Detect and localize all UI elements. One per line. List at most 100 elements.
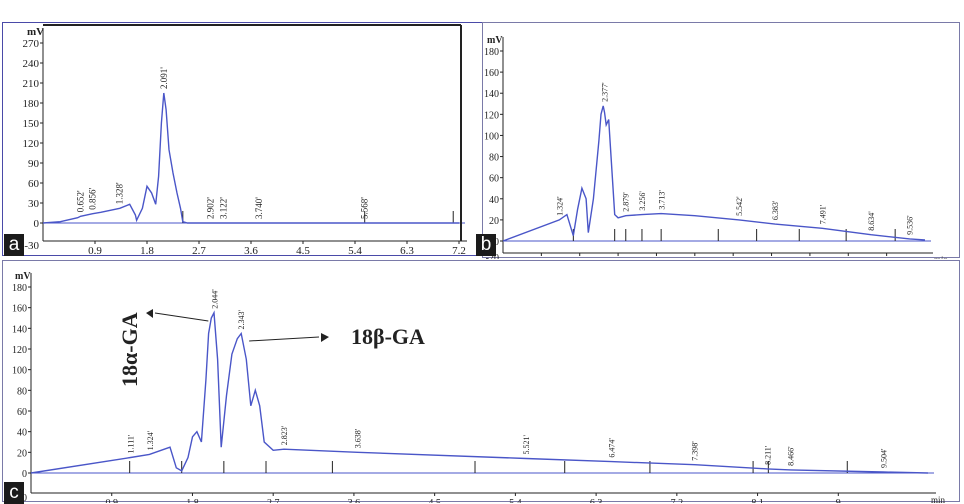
x-tick-label: 0.9 xyxy=(88,245,102,257)
chromatogram-panel-b: mV 0 20 40 60 80 100 120 140 160 180 -20 0.9 1.8 2.7 3.… xyxy=(482,22,960,259)
x-tick-label: 5.4 xyxy=(727,258,740,259)
peak-retention-label: 0.856' xyxy=(88,187,98,209)
peak-retention-label: 3.638' xyxy=(353,428,362,448)
y-axis-title: mV xyxy=(15,271,31,282)
x-tick-label: 0.9 xyxy=(535,258,548,259)
y-tick-label-bottom: -20 xyxy=(486,253,499,259)
x-tick-label: 9 xyxy=(884,258,889,259)
x-tick-label: 2,7 xyxy=(267,498,280,503)
chromatogram-a-svg: mV 0 30 60 90 120 150 180 210 240 270 -30 0.9 1.8 2.7 3… xyxy=(23,24,467,257)
peak-retention-label: 2.091' xyxy=(159,67,169,89)
x-tick-label: 4.5 xyxy=(296,245,310,257)
peak-retention-label: 1.324' xyxy=(555,196,564,216)
y-tick-label-bottom: -30 xyxy=(24,240,39,252)
peak-retention-label: 6.383' xyxy=(771,200,780,220)
peak-retention-label: 1.328' xyxy=(115,182,125,204)
peak-retention-label: 5.521' xyxy=(522,435,531,455)
x-tick-label: 1.8 xyxy=(573,258,586,259)
peak-retention-label: 6.474' xyxy=(608,438,617,458)
peak-retention-label: 8.466' xyxy=(786,446,795,466)
peak-retention-label: 2.377' xyxy=(600,82,609,102)
y-tick-label: 180 xyxy=(12,283,27,294)
y-tick-label: 0 xyxy=(22,469,27,480)
y-tick-label: 80 xyxy=(489,153,499,164)
peak-retention-label: 9.504' xyxy=(880,448,889,468)
y-tick-label: 60 xyxy=(489,174,499,185)
y-tick-label: 180 xyxy=(23,98,40,110)
chromatogram-trace xyxy=(42,92,459,224)
annotation-18alpha-ga: 18α-GA xyxy=(117,312,142,387)
y-tick-label: 40 xyxy=(17,428,27,439)
peak-retention-label: 3.122' xyxy=(218,197,228,219)
peak-retention-label: 3.740' xyxy=(254,197,264,219)
peak-retention-label: 1.111' xyxy=(127,434,136,453)
x-tick-label: 3.6 xyxy=(650,258,663,259)
y-tick-label: 40 xyxy=(489,195,499,206)
x-tick-label: 2.7 xyxy=(192,245,206,257)
panel-label-a: a xyxy=(4,234,24,256)
arrow-18beta-head xyxy=(321,333,329,342)
y-tick-label: 60 xyxy=(28,178,40,190)
x-tick-label: 1.8 xyxy=(140,245,154,257)
x-tick-label: 6.3 xyxy=(765,258,778,259)
y-tick-label: 0 xyxy=(494,237,499,248)
peak-retention-label: 8.634' xyxy=(867,211,876,231)
y-tick-label: 180 xyxy=(484,47,499,58)
y-tick-label: 120 xyxy=(23,138,40,150)
y-tick-label: 0 xyxy=(34,218,40,230)
y-tick-label: 150 xyxy=(23,118,40,130)
y-tick-label: 240 xyxy=(23,58,40,70)
panel-label-b: b xyxy=(476,234,496,256)
peak-retention-label: 3.256' xyxy=(638,191,647,211)
x-tick-label: 9 xyxy=(836,498,841,503)
y-tick-label: 30 xyxy=(28,198,40,210)
y-axis-title: mV xyxy=(27,26,44,38)
x-tick-label: 4,5 xyxy=(428,498,441,503)
chromatogram-trace xyxy=(30,310,929,474)
x-tick-label: 1,8 xyxy=(186,498,199,503)
y-tick-label: 20 xyxy=(17,448,27,459)
x-tick-label: 7,2 xyxy=(671,498,684,503)
chromatogram-b-svg: mV 0 20 40 60 80 100 120 140 160 180 -20 0.9 1.8 2.7 3.… xyxy=(484,35,949,259)
chromatogram-panel-a: mV 0 30 60 90 120 150 180 210 240 270 -30 0.9 1.8 2.7 3… xyxy=(2,22,486,257)
y-tick-label: 270 xyxy=(23,38,40,50)
y-axis-title: mV xyxy=(487,35,503,46)
x-tick-label: 3.6 xyxy=(244,245,258,257)
x-tick-label: 0,9 xyxy=(105,498,118,503)
peak-retention-label: 1.324' xyxy=(146,430,155,450)
y-tick-label: 90 xyxy=(28,158,40,170)
peak-retention-label: 8.211' xyxy=(764,445,773,465)
peak-retention-label: 2.343' xyxy=(237,310,246,330)
arrow-18alpha xyxy=(154,312,209,322)
chromatogram-trace xyxy=(502,105,926,242)
arrow-18alpha-head xyxy=(146,309,153,318)
y-tick-label: 60 xyxy=(17,407,27,418)
peak-retention-label: 5.568' xyxy=(360,197,370,219)
annotation-18beta-ga: 18β-GA xyxy=(351,324,425,349)
peak-retention-label: 2.823' xyxy=(280,425,289,445)
peak-retention-label: 2.902' xyxy=(206,197,216,219)
peak-retention-label: 5.542' xyxy=(735,196,744,216)
peak-retention-label: 7.398' xyxy=(691,441,700,461)
x-tick-label: 3,6 xyxy=(348,498,361,503)
x-tick-label: 7.2 xyxy=(804,258,817,259)
x-tick-label: 5,4 xyxy=(509,498,522,503)
y-tick-label: 100 xyxy=(12,366,27,377)
panel-label-c: c xyxy=(4,482,24,504)
y-tick-label: 210 xyxy=(23,78,40,90)
x-tick-label: 6,3 xyxy=(590,498,603,503)
x-tick-label: 6.3 xyxy=(400,245,414,257)
peak-retention-label: 3.713' xyxy=(657,190,666,210)
y-tick-label: 120 xyxy=(12,345,27,356)
x-tick-label: 8.1 xyxy=(842,258,855,259)
x-axis-title: min xyxy=(931,495,946,503)
peak-retention-label: 2.879' xyxy=(622,192,631,212)
peak-retention-label: 2.044' xyxy=(210,289,219,309)
chromatogram-panel-c: mV020406080100120140160180-200,91,82,73,… xyxy=(2,260,960,503)
y-tick-label: 140 xyxy=(484,89,499,100)
peak-retention-label: 7.491' xyxy=(818,204,827,224)
arrow-18beta xyxy=(249,336,320,342)
x-axis-title: min xyxy=(934,255,949,259)
x-tick-label: 7.2 xyxy=(452,245,466,257)
y-tick-label: 160 xyxy=(484,68,499,79)
